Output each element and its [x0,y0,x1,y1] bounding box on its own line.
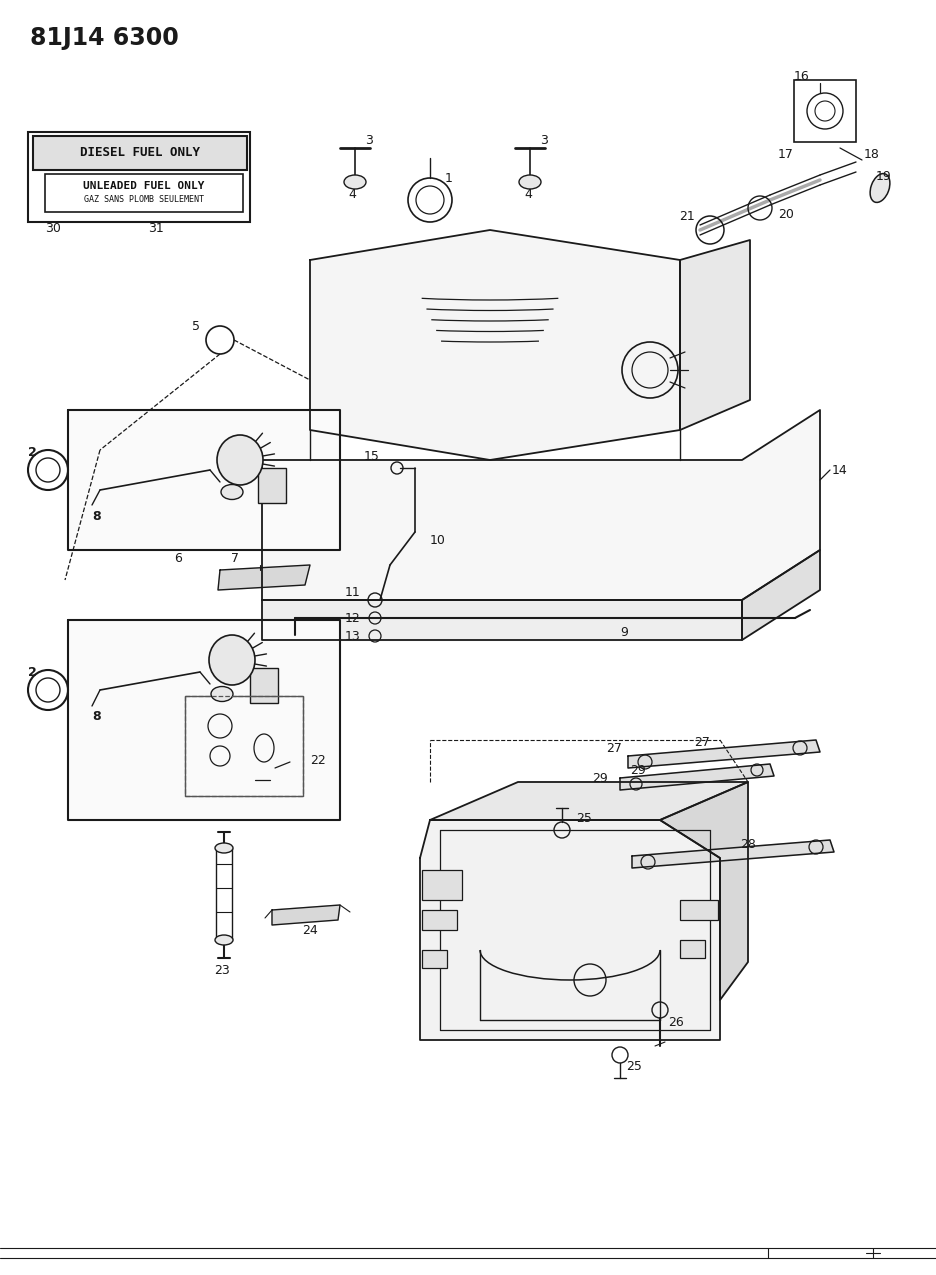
Text: 15: 15 [364,450,380,463]
Text: 18: 18 [864,148,880,161]
Text: 1: 1 [445,172,453,185]
Text: 27: 27 [607,742,622,755]
Text: 29: 29 [592,771,608,784]
Polygon shape [430,782,748,820]
Text: 25: 25 [576,811,592,825]
Text: 31: 31 [148,222,164,235]
Ellipse shape [215,935,233,945]
Bar [33,136,247,170]
Ellipse shape [344,175,366,189]
Polygon shape [660,782,748,1000]
Ellipse shape [211,686,233,701]
Text: 12: 12 [344,612,360,625]
Ellipse shape [217,435,263,484]
Text: 4: 4 [524,187,532,200]
Bar [185,696,303,796]
Bar [794,80,856,142]
Text: 7: 7 [231,552,239,565]
Text: 8: 8 [92,709,101,723]
Bar [250,668,278,703]
Ellipse shape [209,635,255,685]
Polygon shape [68,620,340,820]
Text: 81J14 6300: 81J14 6300 [30,26,179,50]
Bar [422,870,462,900]
Polygon shape [310,230,680,460]
Text: 14: 14 [832,464,848,477]
Ellipse shape [221,484,243,500]
Text: 4: 4 [348,187,356,200]
Ellipse shape [215,843,233,853]
Bar [258,468,286,504]
Bar [28,133,250,222]
Polygon shape [218,565,310,590]
Text: 8: 8 [92,510,101,523]
Text: 20: 20 [778,208,794,221]
Polygon shape [68,411,340,550]
Text: 21: 21 [680,209,695,223]
Text: 25: 25 [626,1060,642,1072]
Text: 11: 11 [344,585,360,598]
Ellipse shape [519,175,541,189]
Text: 3: 3 [365,134,373,147]
Bar [422,950,447,968]
Polygon shape [262,411,820,601]
Bar [680,940,705,958]
Text: 28: 28 [740,838,756,850]
Text: 16: 16 [794,70,810,83]
Text: 9: 9 [620,626,628,639]
Polygon shape [620,764,774,790]
Text: 27: 27 [694,736,709,748]
Ellipse shape [870,173,890,203]
Text: 10: 10 [430,533,446,547]
Text: UNLEADED FUEL ONLY: UNLEADED FUEL ONLY [83,181,205,191]
Polygon shape [262,601,742,640]
Text: 2: 2 [28,666,37,678]
Text: 3: 3 [540,134,548,147]
Bar [422,910,457,929]
Text: 26: 26 [668,1015,684,1029]
Polygon shape [628,740,820,768]
Text: 2: 2 [28,445,37,459]
Polygon shape [420,820,720,1040]
Text: 29: 29 [630,764,646,776]
Text: 23: 23 [214,964,230,977]
Text: DIESEL FUEL ONLY: DIESEL FUEL ONLY [80,147,200,159]
Bar [680,900,718,921]
Polygon shape [742,550,820,640]
Polygon shape [272,905,340,924]
Text: 13: 13 [344,630,360,643]
Polygon shape [680,240,750,430]
Text: GAZ SANS PLOMB SEULEMENT: GAZ SANS PLOMB SEULEMENT [84,195,204,204]
Text: 30: 30 [45,222,61,235]
Text: 24: 24 [302,923,318,937]
Text: 6: 6 [174,552,182,565]
Text: 22: 22 [310,754,326,766]
Text: 19: 19 [876,170,892,182]
Text: 5: 5 [192,320,200,333]
Bar [45,173,243,212]
Text: 17: 17 [778,148,794,161]
Polygon shape [632,840,834,868]
